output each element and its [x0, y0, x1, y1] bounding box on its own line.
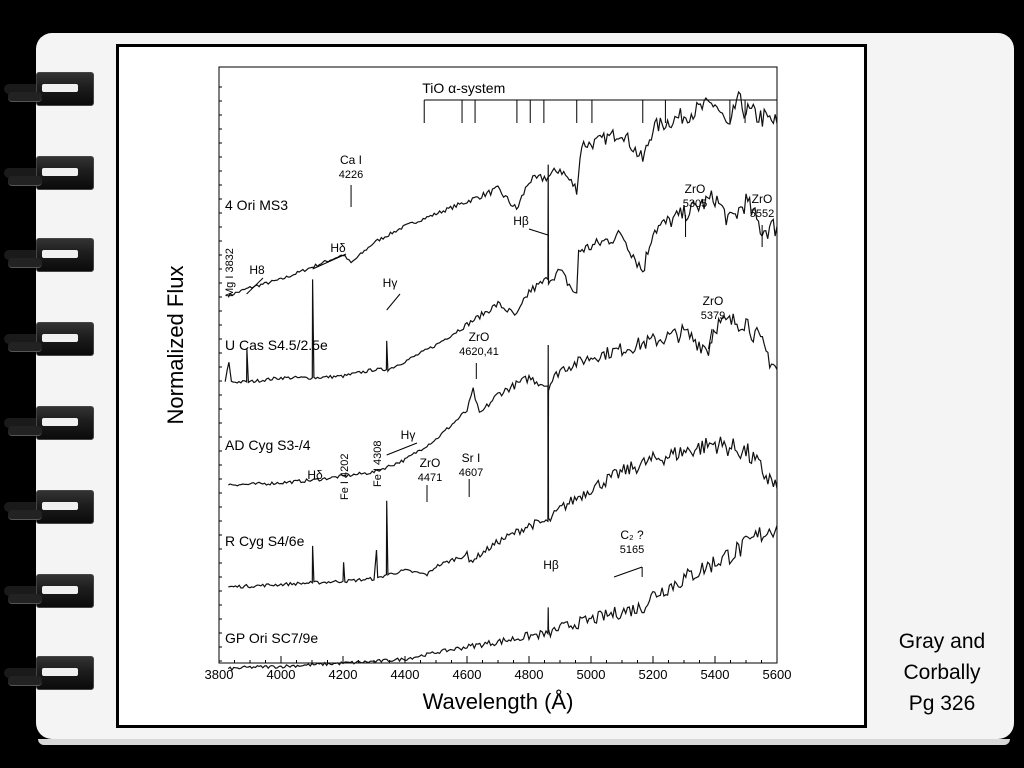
binder-ring [0, 238, 94, 274]
annotation-tick [707, 328, 713, 350]
x-tick-label: 4800 [515, 667, 544, 682]
spectrum-line-4 [228, 344, 778, 589]
series-label-3: AD Cyg S3-/4 [225, 437, 311, 453]
annotation-1-value: 4226 [339, 169, 363, 181]
series-label-4: R Cyg S4/6e [225, 533, 305, 549]
annotation-18-label: C₂ ? [620, 528, 644, 542]
series-label-5: GP Ori SC7/9e [225, 630, 318, 646]
annotation-tick [246, 277, 264, 295]
annotation-2-label: ZrO [685, 182, 706, 196]
annotation-2-value: 5305 [683, 198, 707, 210]
y-axis-label: Normalized Flux [163, 266, 188, 425]
annotation-tick [312, 253, 347, 270]
binder-ring [0, 156, 94, 192]
annotation-1-label: Ca I [340, 153, 362, 167]
annotation-tick [386, 442, 418, 456]
x-tick-label: 5400 [701, 667, 730, 682]
x-tick-label: 4400 [391, 667, 420, 682]
caption-line-2: Corbally [903, 661, 981, 684]
annotation-9-label: ZrO [703, 294, 724, 308]
binder-ring [0, 406, 94, 442]
annotation-9-value: 5379 [701, 310, 725, 322]
binder-ring [0, 490, 94, 526]
annotation-10-value: 4620,41 [459, 346, 499, 358]
binder-ring [0, 322, 94, 358]
annotation-13-label: Fe I 4308 [372, 441, 384, 487]
annotation-4-label: Mg I 3832 [224, 248, 236, 297]
annotation-6-label: Hδ [330, 241, 346, 255]
spectrum-line-3 [228, 313, 778, 510]
annotation-tick [386, 293, 401, 311]
annotation-tick [613, 566, 643, 578]
caption-line-1: Gray and [898, 630, 986, 653]
spectrum-line-1 [227, 90, 778, 298]
plot-frame [218, 66, 778, 664]
x-tick-label: 5600 [763, 667, 792, 682]
series-label-1: 4 Ori MS3 [225, 197, 288, 213]
annotation-8-label: Hβ [513, 214, 529, 228]
x-tick-label: 3800 [205, 667, 234, 682]
spectra-figure: 3800 4000 4200 4400 4600 4800 5000 5200 5400 5600… [116, 44, 867, 728]
annotation-17-label: Hβ [543, 558, 559, 572]
binder-ring [0, 656, 94, 692]
annotation-3-label: ZrO [752, 192, 773, 206]
series-label-2: U Cas S4.5/2.5e [225, 337, 328, 353]
annotation-15-label: ZrO [420, 456, 441, 470]
annotation-16-value: 4607 [459, 467, 483, 479]
x-tick-label: 5000 [577, 667, 606, 682]
annotation-14-label: Hγ [401, 428, 416, 442]
annotation-18-value: 5165 [620, 544, 644, 556]
annotation-11-label: Hδ [307, 468, 323, 482]
annotation-7-label: Hγ [383, 276, 398, 290]
x-tick-label: 4600 [453, 667, 482, 682]
annotation-12-label: Fe I 4202 [339, 454, 351, 500]
tio-band-label: TiO α-system [422, 80, 505, 96]
spectrum-line-2 [224, 164, 778, 384]
caption-line-3: Pg 326 [908, 692, 976, 715]
figure-caption: Gray and Corbally Pg 326 [876, 626, 1008, 719]
binder-ring [0, 574, 94, 610]
x-tick-label: 4200 [329, 667, 358, 682]
annotation-3-value: 5552 [750, 208, 774, 220]
spectra-chart: 3800 4000 4200 4400 4600 4800 5000 5200 5400 5600… [163, 66, 792, 714]
x-tick-label: 5200 [639, 667, 668, 682]
annotation-5-label: H8 [249, 263, 265, 277]
spectrum-line-5 [227, 525, 778, 672]
x-tick-label: 4000 [267, 667, 296, 682]
binder-ring [0, 72, 94, 108]
annotation-15-value: 4471 [418, 472, 442, 484]
annotation-10-label: ZrO [469, 330, 490, 344]
notebook-page-edge [38, 739, 1010, 745]
annotation-tick [528, 228, 549, 236]
annotation-16-label: Sr I [462, 451, 481, 465]
x-axis-label: Wavelength (Å) [423, 689, 574, 714]
